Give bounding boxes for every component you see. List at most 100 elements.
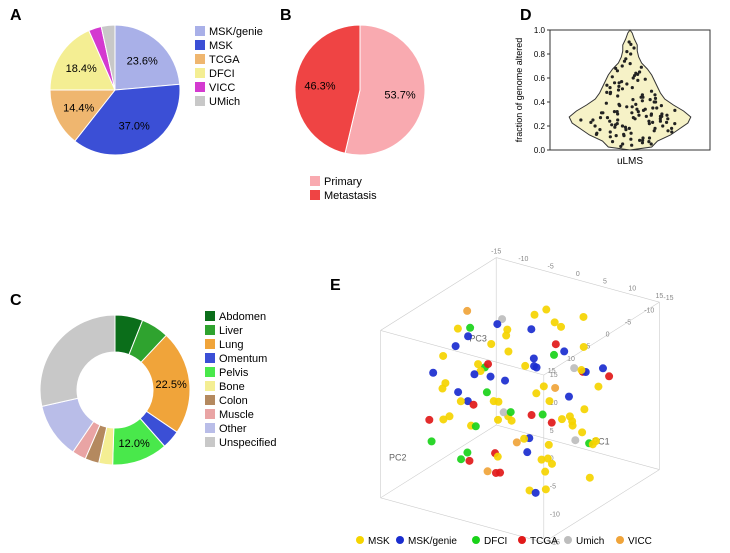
panel-label-C: C — [10, 292, 22, 309]
scatter3d-point — [500, 408, 508, 416]
legend-text: Omentum — [219, 353, 267, 365]
violin-point — [624, 126, 627, 129]
legend-swatch — [205, 339, 215, 349]
scatter3d-point — [548, 419, 556, 427]
scatter3d-point — [454, 325, 462, 333]
violin-point — [670, 127, 673, 130]
violin-point — [640, 66, 643, 69]
scatter3d-point — [538, 456, 546, 464]
violin-point — [653, 93, 656, 96]
scatter3d-point — [521, 362, 529, 370]
violin-point — [666, 129, 669, 132]
scatter3d-point — [580, 343, 588, 351]
scatter3d-point — [527, 325, 535, 333]
violin-point — [631, 105, 634, 108]
scatter3d-point — [439, 415, 447, 423]
violin-point — [665, 114, 668, 117]
legend-text: TCGA — [209, 54, 240, 66]
scatter3d-point — [599, 364, 607, 372]
scatter3d-point — [528, 411, 536, 419]
violin-point — [654, 100, 657, 103]
legend-swatch — [205, 409, 215, 419]
legend-swatch — [205, 381, 215, 391]
violin-point — [655, 106, 658, 109]
scatter3d-point — [472, 422, 480, 430]
legend-text: Pelvis — [219, 367, 249, 379]
panel-label-D: D — [520, 7, 532, 24]
legend-text: VICC — [628, 536, 652, 547]
violin-ytick: 0.2 — [534, 122, 546, 131]
panel-label-A: A — [10, 7, 22, 24]
scatter3d-point — [542, 485, 550, 493]
violin-point — [631, 98, 634, 101]
scatter3d-point — [484, 467, 492, 475]
scatter3d-point — [502, 332, 510, 340]
violin-point — [609, 135, 612, 138]
scatter3d-point — [520, 435, 528, 443]
violin-ytick: 1.0 — [534, 26, 546, 35]
violin-point — [613, 110, 616, 113]
legend-swatch — [518, 536, 526, 544]
cube-edge — [381, 258, 497, 331]
scatter3d-point — [470, 401, 478, 409]
legend-swatch — [195, 54, 205, 64]
violin-point — [631, 86, 634, 89]
axis-tick: -5 — [625, 319, 631, 326]
scatter3d-point — [532, 389, 540, 397]
violin-point — [654, 97, 657, 100]
scatter3d-point — [560, 347, 568, 355]
violin-point — [636, 79, 639, 82]
violin-point — [660, 104, 663, 107]
violin-point — [610, 123, 613, 126]
legend-swatch — [396, 536, 404, 544]
scatter3d-point — [463, 449, 471, 457]
violin-point — [638, 70, 641, 73]
violin-point — [606, 116, 609, 119]
legend-swatch — [205, 353, 215, 363]
violin-point — [660, 112, 663, 115]
scatter3d-point — [463, 307, 471, 315]
slice-label-DFCI: 18.4% — [66, 63, 97, 75]
legend-text: VICC — [209, 82, 235, 94]
axis-tick: -10 — [550, 512, 560, 519]
scatter3d-point — [542, 306, 550, 314]
legend-swatch — [195, 26, 205, 36]
scatter3d-point — [470, 370, 478, 378]
violin-point — [605, 91, 608, 94]
scatter3d-point — [569, 422, 577, 430]
violin-point — [624, 57, 627, 60]
scatter3d-point — [441, 379, 449, 387]
legend-text: Liver — [219, 325, 243, 337]
scatter3d-point — [545, 441, 553, 449]
violin-point — [621, 64, 624, 67]
scatter3d-point — [483, 388, 491, 396]
legend-swatch — [195, 96, 205, 106]
scatter3d-point — [507, 408, 515, 416]
legend-swatch — [310, 190, 320, 200]
slice-label-Pelvis: 12.0% — [119, 438, 150, 450]
slice-label-MSK: 37.0% — [119, 120, 150, 132]
violin-point — [609, 91, 612, 94]
scatter3d-point — [439, 352, 447, 360]
axis-tick: 10 — [628, 286, 636, 293]
violin-point — [617, 85, 620, 88]
violin-point — [653, 127, 656, 130]
scatter3d-point — [533, 364, 541, 372]
axis-tick: -10 — [644, 307, 654, 314]
violin-point — [625, 82, 628, 85]
scatter3d-point — [494, 453, 502, 461]
violin-point — [666, 117, 669, 120]
legend-text: Metastasis — [324, 190, 377, 202]
violin-point — [637, 114, 640, 117]
scatter3d-point — [589, 440, 597, 448]
violin-point — [579, 118, 582, 121]
scatter3d-point — [452, 342, 460, 350]
violin-point — [609, 130, 612, 133]
violin-point — [621, 142, 624, 145]
violin-point — [632, 46, 635, 49]
scatter3d-point — [501, 377, 509, 385]
violin-point — [625, 50, 628, 53]
axis-tick: 0 — [576, 271, 580, 278]
scatter3d-point — [571, 436, 579, 444]
violin-point — [673, 109, 676, 112]
